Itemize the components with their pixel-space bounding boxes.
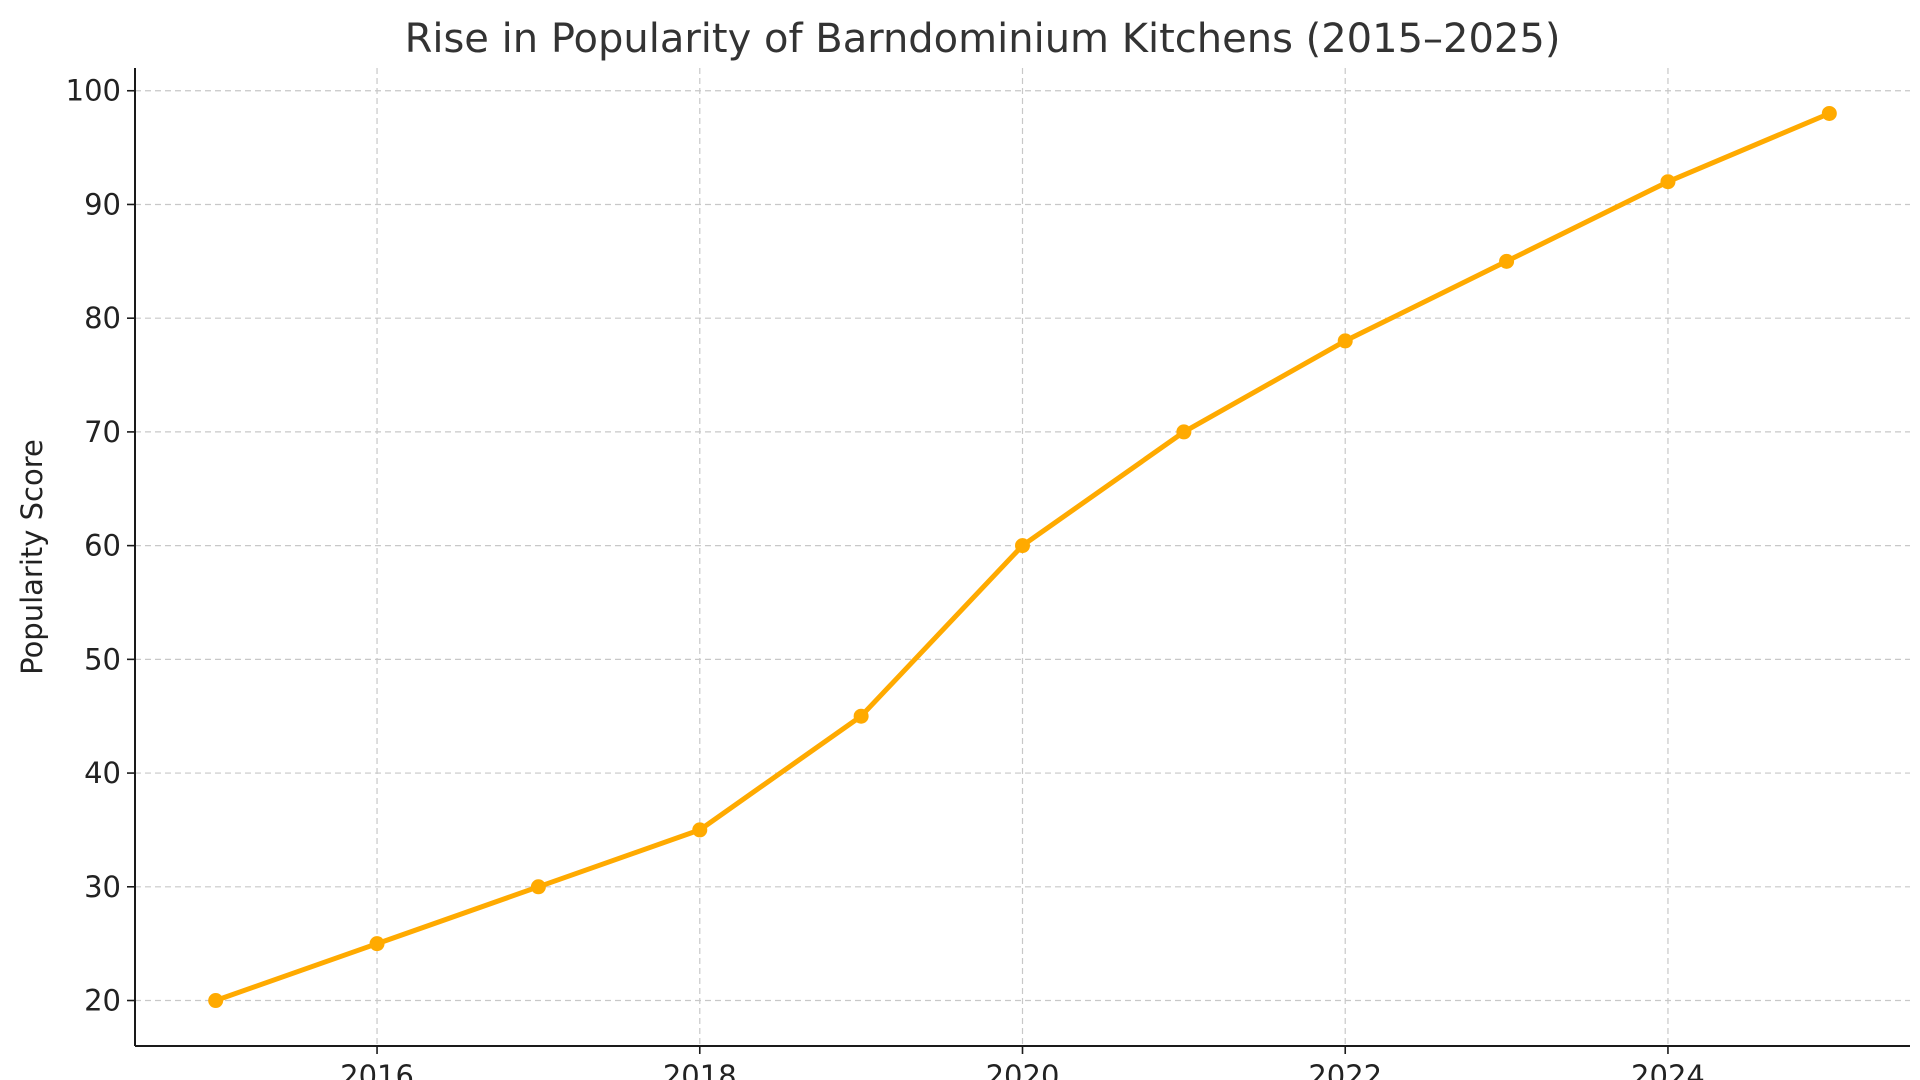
y-tick-label: 60 xyxy=(84,529,121,563)
y-tick-label: 90 xyxy=(84,187,121,221)
y-axis-label: Popularity Score xyxy=(15,439,49,675)
y-tick-label: 80 xyxy=(84,301,121,335)
data-point xyxy=(692,822,708,838)
chart-title: Rise in Popularity of Barndominium Kitch… xyxy=(405,16,1561,62)
series-layer xyxy=(208,105,1837,1009)
y-tick-label: 40 xyxy=(84,756,121,790)
y-tick-label: 50 xyxy=(84,642,121,676)
ticks-layer: 20 30 40 50 60 70 80 90 100 2016 2018 2020 2022 2024 xyxy=(66,74,1705,1080)
data-point xyxy=(1176,424,1192,440)
x-tick-label: 2020 xyxy=(986,1059,1060,1080)
x-tick-label: 2024 xyxy=(1631,1059,1705,1080)
series-line xyxy=(213,111,1832,1003)
data-point xyxy=(1337,333,1353,349)
data-point xyxy=(853,708,869,724)
data-point xyxy=(1821,105,1837,121)
y-tick-label: 100 xyxy=(66,74,121,108)
x-tick-label: 2022 xyxy=(1308,1059,1382,1080)
data-point xyxy=(369,936,385,952)
y-tick-label: 30 xyxy=(84,870,121,904)
data-point xyxy=(1499,253,1515,269)
data-point xyxy=(1660,174,1676,190)
x-tick-label: 2018 xyxy=(663,1059,737,1080)
y-tick-label: 20 xyxy=(84,984,121,1018)
grid-layer xyxy=(135,68,1910,1046)
data-point xyxy=(1015,538,1030,554)
data-point xyxy=(530,879,546,895)
data-point xyxy=(208,993,224,1009)
y-tick-label: 70 xyxy=(84,415,121,449)
x-tick-label: 2016 xyxy=(340,1059,414,1080)
